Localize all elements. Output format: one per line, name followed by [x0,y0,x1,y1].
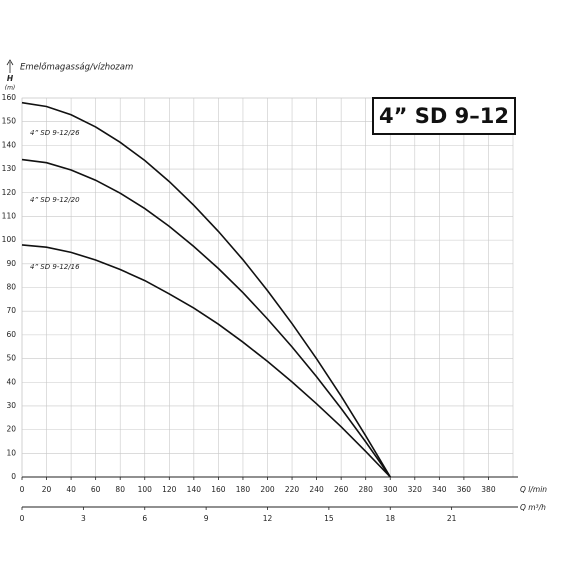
x2-tick-label: 9 [204,514,209,523]
y-tick-label: 130 [2,164,17,173]
x-tick-label: 220 [285,485,300,494]
title-box [372,97,516,135]
curve [21,158,391,478]
x-tick-label: 0 [20,485,25,494]
x2-tick-label: 21 [447,514,457,523]
x-tick-label: 360 [457,485,472,494]
x2-axis-label: Q m³/h [520,503,546,512]
y-tick-label: 140 [2,140,17,149]
x-tick-label: 380 [481,485,496,494]
x-tick-label: 80 [115,485,125,494]
x-tick-label: 180 [236,485,251,494]
x-tick-label: 300 [383,485,398,494]
x-tick-label: 40 [66,485,76,494]
curve [21,244,391,478]
y-tick-label: 160 [2,93,17,102]
y-tick-label: 150 [2,117,17,126]
curve-label: 4” SD 9-12/20 [30,196,80,204]
y-tick-label: 60 [6,330,16,339]
curve [21,101,391,478]
y-tick-label: 70 [6,306,16,315]
x-tick-label: 340 [432,485,447,494]
y-tick-label: 50 [6,354,16,363]
y-tick-label: 120 [2,188,17,197]
x-tick-label: 160 [211,485,226,494]
y-tick-label: 0 [11,472,16,481]
x-tick-label: 280 [359,485,374,494]
y-tick-label: 20 [6,425,16,434]
curve-label: 4” SD 9-12/16 [30,263,80,271]
chart-title: 4” SD 9–12 [379,104,509,128]
x2-tick-label: 3 [81,514,86,523]
y-tick-label: 10 [6,448,16,457]
x-tick-label: 120 [162,485,177,494]
y-tick-label: 110 [2,211,17,220]
x2-tick-label: 12 [263,514,273,523]
x-tick-label: 60 [91,485,101,494]
x-tick-label: 20 [42,485,52,494]
x-tick-label: 260 [334,485,349,494]
y-tick-label: 100 [2,235,17,244]
x-tick-label: 100 [138,485,153,494]
x-tick-label: 320 [408,485,423,494]
y-tick-label: 90 [6,259,16,268]
axis-arrow-head [6,59,14,66]
y-unit: (m) [5,85,16,92]
y-tick-label: 40 [6,377,16,386]
y-tick-label: 30 [6,401,16,410]
x-tick-label: 140 [187,485,202,494]
x-tick-label: 240 [309,485,324,494]
x2-tick-label: 18 [385,514,395,523]
x-tick-label: 200 [260,485,275,494]
x-axis-label: Q l/min [520,485,547,494]
y-tick-label: 80 [6,283,16,292]
curve-label: 4” SD 9-12/26 [30,129,80,137]
x2-tick-label: 15 [324,514,334,523]
x2-tick-label: 6 [142,514,147,523]
y-axis-label: Emelőmagasság/vízhozam [20,63,133,73]
y-symbol: H [7,74,14,83]
x2-tick-label: 0 [20,514,25,523]
